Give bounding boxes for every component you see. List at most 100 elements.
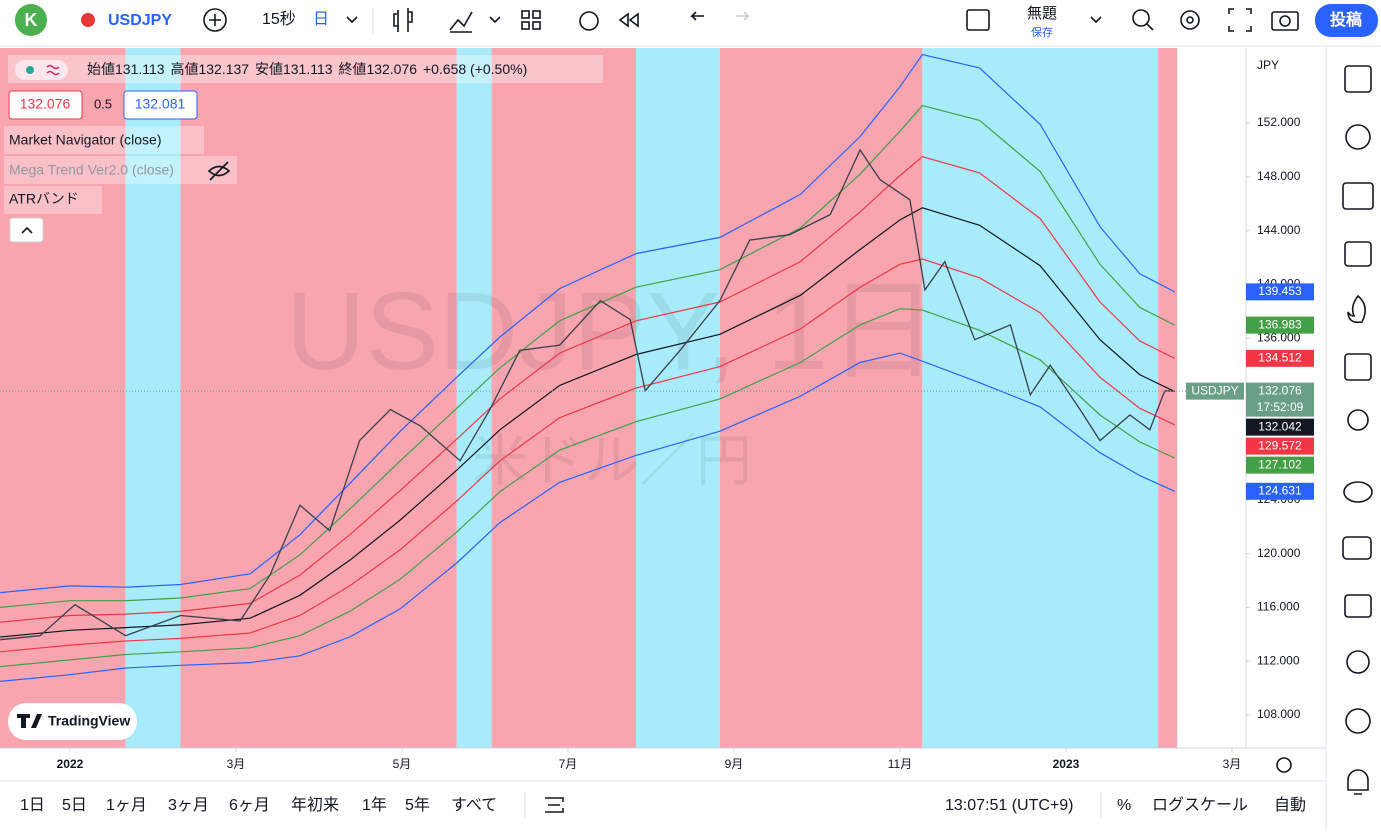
price-badge-label: 134.512 bbox=[1258, 351, 1302, 365]
sell-box[interactable] bbox=[8, 90, 83, 120]
layout-icon bbox=[532, 21, 541, 30]
range-button[interactable]: 3ヶ月 bbox=[168, 797, 209, 814]
indicator-name[interactable]: ATRバンド bbox=[9, 191, 79, 207]
candle-icon[interactable] bbox=[393, 8, 413, 32]
trend-region bbox=[1158, 48, 1178, 748]
publish-button[interactable] bbox=[1315, 4, 1378, 37]
chevron[interactable] bbox=[1090, 16, 1102, 24]
indicator-name[interactable]: Market Navigator (close) bbox=[9, 132, 162, 148]
plot-area bbox=[0, 48, 1178, 748]
ohlc-legend: 始値131.113 高値132.137 安値131.113 終値132.076 … bbox=[87, 61, 527, 77]
play-icon[interactable] bbox=[1345, 708, 1371, 734]
watchlist-icon[interactable] bbox=[1344, 65, 1372, 93]
layout-icon bbox=[521, 21, 530, 30]
settings-icon[interactable] bbox=[1180, 10, 1200, 30]
notifications-icon[interactable] bbox=[1347, 769, 1369, 795]
clock[interactable]: 13:07:51 (UTC+9) bbox=[945, 797, 1074, 814]
range-button[interactable]: 6ヶ月 bbox=[229, 797, 270, 814]
alerts-icon[interactable] bbox=[1345, 124, 1371, 150]
price-badge bbox=[1246, 456, 1314, 474]
countdown: 17:52:09 bbox=[1257, 400, 1304, 414]
x-tick-label: 3月 bbox=[1223, 757, 1242, 771]
range-button[interactable]: 5年 bbox=[405, 796, 430, 814]
streams-icon[interactable] bbox=[1346, 650, 1370, 674]
chevron[interactable] bbox=[489, 16, 501, 24]
messages-icon[interactable] bbox=[1344, 594, 1372, 618]
logo-badge[interactable] bbox=[8, 703, 137, 740]
change-pct: (+0.50%) bbox=[470, 61, 527, 77]
axis-settings-icon[interactable] bbox=[1276, 757, 1292, 773]
layout-icon[interactable] bbox=[521, 10, 530, 19]
undo-icon[interactable] bbox=[690, 11, 704, 21]
replay-icon[interactable] bbox=[618, 12, 639, 28]
low-label: 安値 bbox=[255, 61, 283, 77]
y-tick-label: 148.000 bbox=[1257, 169, 1301, 183]
period[interactable]: 日 bbox=[313, 11, 329, 28]
logo-mark bbox=[17, 714, 42, 728]
publish-label: 投稿 bbox=[1330, 10, 1362, 29]
fullscreen-layout-icon[interactable] bbox=[966, 9, 990, 31]
add-symbol[interactable] bbox=[203, 8, 227, 32]
logo-text: TradingView bbox=[48, 713, 130, 729]
visibility-pill[interactable] bbox=[15, 60, 68, 80]
x-tick-label: 11月 bbox=[888, 757, 912, 771]
price-badge-label: 129.572 bbox=[1258, 438, 1302, 452]
y-tick-label: 120.000 bbox=[1257, 546, 1301, 560]
price-badge bbox=[1246, 382, 1314, 417]
range-button[interactable]: すべて bbox=[451, 796, 497, 814]
data-window-icon[interactable] bbox=[1344, 241, 1372, 267]
auto-toggle[interactable]: 自動 bbox=[1274, 796, 1306, 814]
range-buttons: 1日 5日 1ヶ月 3ヶ月 6ヶ月 年初来 1年 5年 すべて bbox=[20, 796, 497, 814]
avatar-letter: K bbox=[25, 10, 38, 30]
time-axis bbox=[0, 748, 1325, 780]
price-badge-label: 127.102 bbox=[1258, 457, 1302, 471]
indicator-icon[interactable] bbox=[449, 11, 473, 33]
redo-icon[interactable] bbox=[736, 11, 750, 21]
range-button[interactable]: 年初来 bbox=[291, 796, 339, 814]
price-badge bbox=[1246, 437, 1314, 455]
indicator-row bbox=[4, 156, 237, 184]
price-badge-label: 139.453 bbox=[1258, 284, 1302, 298]
range-button[interactable]: 1ヶ月 bbox=[106, 797, 147, 814]
snapshot-icon[interactable] bbox=[1271, 11, 1299, 31]
collapse-icon bbox=[21, 226, 33, 234]
chats-icon[interactable] bbox=[1342, 536, 1372, 560]
buy-box[interactable] bbox=[123, 90, 198, 120]
date-range-icon[interactable] bbox=[545, 797, 564, 813]
x-tick-label: 5月 bbox=[393, 757, 412, 771]
y-tick-label: 108.000 bbox=[1257, 707, 1301, 721]
news-icon[interactable] bbox=[1342, 182, 1374, 210]
ideas-icon[interactable] bbox=[1347, 409, 1369, 431]
minds-icon[interactable] bbox=[1343, 481, 1373, 503]
currency-label[interactable]: JPY bbox=[1257, 58, 1279, 72]
log-scale-toggle[interactable]: ログスケール bbox=[1152, 796, 1248, 814]
calendar-icon[interactable] bbox=[1344, 353, 1372, 381]
band-line bbox=[0, 258, 1175, 653]
range-button[interactable]: 1年 bbox=[362, 796, 387, 814]
watermark-subtitle: 米ドル／円 bbox=[472, 429, 752, 492]
band-line bbox=[0, 207, 1175, 638]
fullscreen-icon[interactable] bbox=[1228, 8, 1252, 32]
symbol[interactable]: USDJPY bbox=[108, 12, 172, 29]
interval[interactable]: 15秒 bbox=[262, 10, 296, 28]
layout-icon bbox=[532, 10, 541, 19]
wave-icon bbox=[46, 64, 60, 76]
range-button[interactable]: 1日 bbox=[20, 797, 45, 814]
avatar[interactable] bbox=[15, 4, 47, 36]
price-badge-label: 132.076 bbox=[1258, 383, 1302, 397]
close-value: 132.076 bbox=[366, 61, 417, 77]
x-tick-label: 2023 bbox=[1053, 757, 1080, 771]
alert-icon[interactable] bbox=[579, 11, 599, 31]
collapse-button[interactable] bbox=[9, 217, 44, 243]
chevron[interactable] bbox=[346, 16, 358, 24]
percent-toggle[interactable]: % bbox=[1117, 797, 1131, 814]
search-icon[interactable] bbox=[1132, 9, 1150, 27]
hotlists-icon[interactable] bbox=[1347, 294, 1366, 324]
range-button[interactable]: 5日 bbox=[62, 797, 87, 814]
open-value: 131.113 bbox=[115, 61, 165, 77]
hidden-icon[interactable] bbox=[207, 161, 231, 181]
layout-name[interactable]: 無題 bbox=[1027, 5, 1057, 22]
save-status[interactable]: 保存 bbox=[1031, 25, 1053, 39]
indicator-name[interactable]: Mega Trend Ver2.0 (close) bbox=[9, 162, 174, 178]
